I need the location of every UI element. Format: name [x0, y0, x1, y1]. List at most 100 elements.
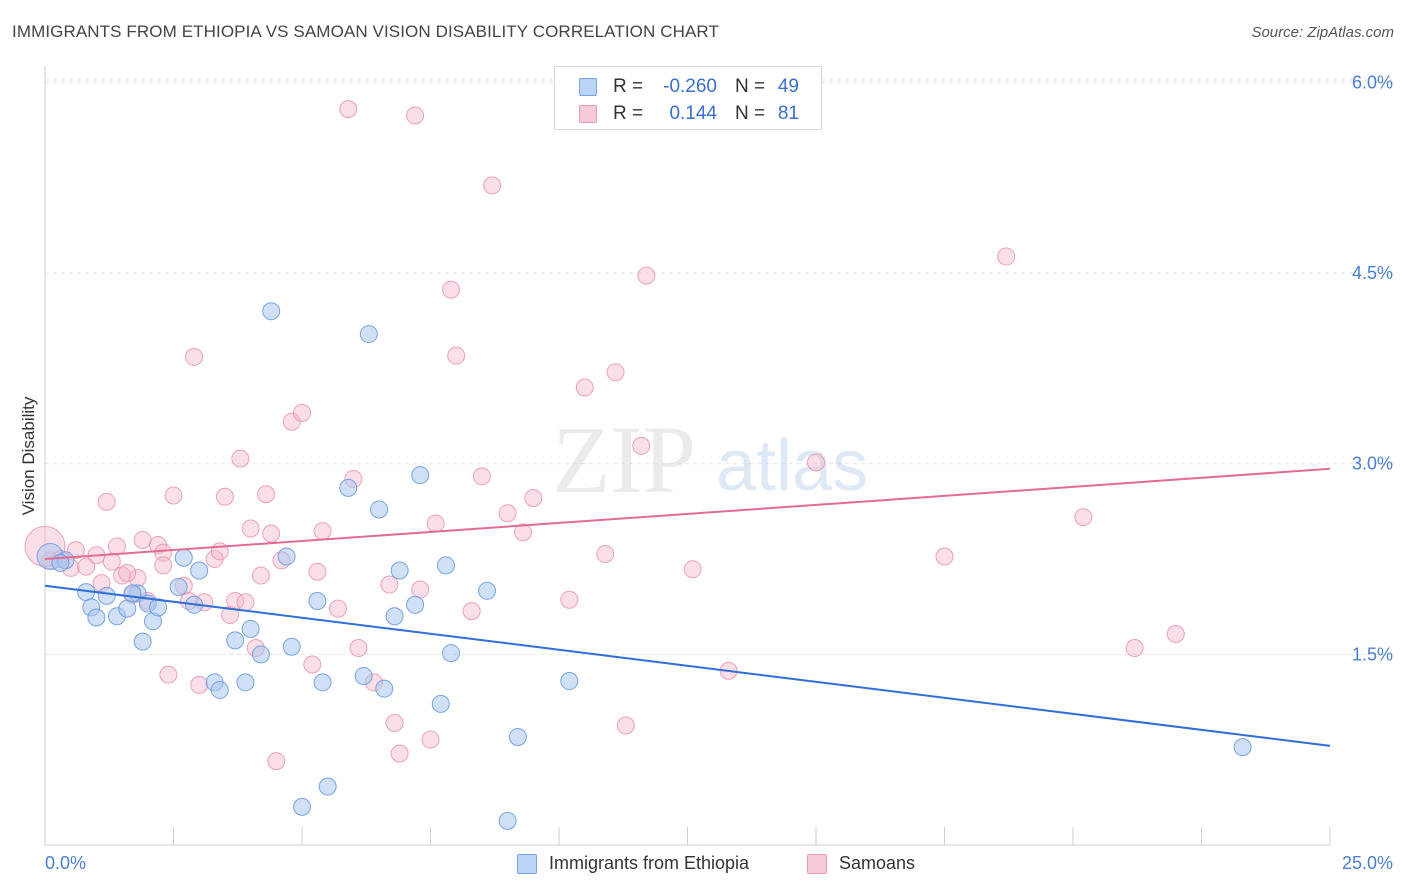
- samoan-point: [282, 412, 301, 431]
- ethiopia-point: [431, 694, 450, 713]
- samoan-point: [113, 566, 132, 585]
- ethiopia-point: [508, 727, 527, 746]
- n-value: 49: [777, 76, 799, 97]
- samoan-point: [262, 524, 281, 543]
- samoan-point: [339, 100, 358, 119]
- x-tick-label: 25.0%: [1342, 853, 1393, 873]
- samoan-point: [406, 106, 425, 125]
- legend-label-samoan: Samoans: [839, 853, 916, 873]
- samoan-point: [97, 492, 116, 511]
- samoan-swatch: [579, 105, 597, 123]
- ethiopia-legend-swatch: [517, 854, 537, 874]
- series-legend: Immigrants from Ethiopia Samoans: [0, 852, 1406, 878]
- samoan-point: [498, 504, 517, 523]
- samoan-point: [472, 467, 491, 486]
- trend-lines: [44, 467, 1331, 747]
- ethiopia-points: [36, 302, 1252, 830]
- y-tick-label: 4.5%: [1352, 263, 1393, 283]
- samoan-trend-line: [44, 467, 1331, 561]
- samoan-point: [215, 487, 234, 506]
- samoan-point: [462, 602, 481, 621]
- samoan-point: [683, 560, 702, 579]
- samoan-point: [442, 280, 461, 299]
- ethiopia-point: [241, 619, 260, 638]
- samoan-point: [313, 522, 332, 541]
- samoan-point: [118, 564, 137, 583]
- samoan-point: [164, 486, 183, 505]
- ethiopia-point: [174, 548, 193, 567]
- samoan-point: [1074, 508, 1093, 527]
- samoan-point: [231, 449, 250, 468]
- samoan-point: [632, 436, 651, 455]
- ethiopia-point: [359, 325, 378, 344]
- ethiopia-point: [1233, 738, 1252, 757]
- watermark-zip: ZIP: [552, 406, 696, 513]
- ethiopia-point: [87, 608, 106, 627]
- r-value: -0.260: [663, 76, 717, 97]
- samoan-point: [154, 556, 173, 575]
- grid-lines: [45, 79, 1395, 655]
- samoan-point: [77, 557, 96, 576]
- y-tick-label: 6.0%: [1352, 72, 1393, 92]
- ethiopia-point: [118, 599, 137, 618]
- samoan-point: [308, 562, 327, 581]
- samoan-point: [390, 744, 409, 763]
- stats-row-samoan: R = 0.144 N = 81: [555, 101, 821, 129]
- samoan-point: [185, 347, 204, 366]
- samoan-point: [236, 593, 255, 612]
- ethiopia-point: [560, 672, 579, 691]
- samoan-point: [328, 599, 347, 618]
- samoan-point: [935, 547, 954, 566]
- ethiopia-trend-line: [44, 584, 1331, 747]
- x-tick-label: 0.0%: [45, 853, 86, 873]
- samoan-point: [524, 489, 543, 508]
- n-label: N =: [735, 103, 766, 124]
- ethiopia-point: [498, 811, 517, 830]
- samoan-point: [267, 752, 286, 771]
- ethiopia-point: [478, 581, 497, 600]
- samoan-point: [303, 655, 322, 674]
- stats-row-ethiopia: R = -0.260 N = 49: [555, 74, 821, 102]
- samoan-point: [293, 403, 311, 422]
- samoan-point: [421, 730, 440, 749]
- ethiopia-point: [226, 631, 245, 650]
- ethiopia-point: [293, 797, 311, 816]
- samoan-point: [380, 575, 399, 594]
- ethiopia-point: [354, 666, 373, 685]
- samoan-point: [411, 580, 430, 599]
- ethiopia-point: [370, 500, 389, 519]
- legend-label-ethiopia: Immigrants from Ethiopia: [549, 853, 750, 873]
- samoan-point: [154, 543, 173, 562]
- samoan-point: [575, 378, 594, 397]
- samoan-point: [133, 530, 152, 549]
- ethiopia-point: [442, 644, 461, 663]
- samoan-point: [616, 716, 635, 735]
- watermark: ZIP atlas: [552, 406, 868, 513]
- source-label: Source: ZipAtlas.com: [1251, 24, 1394, 41]
- samoan-point: [514, 523, 533, 542]
- ethiopia-point: [262, 302, 281, 321]
- y-tick-label: 1.5%: [1352, 644, 1393, 664]
- samoan-point: [190, 675, 209, 694]
- ethiopia-point: [339, 478, 358, 497]
- samoan-point: [596, 544, 615, 563]
- ethiopia-point: [123, 584, 142, 603]
- samoan-point: [251, 566, 270, 585]
- samoan-point: [560, 590, 579, 609]
- ethiopia-point: [390, 561, 409, 580]
- samoan-point: [257, 485, 276, 504]
- ethiopia-point: [375, 679, 394, 698]
- n-value: 81: [777, 103, 799, 124]
- ethiopia-point: [406, 595, 425, 614]
- ethiopia-point: [385, 607, 404, 626]
- ethiopia-swatch: [579, 78, 597, 96]
- ethiopia-point: [282, 637, 301, 656]
- samoan-point: [1125, 639, 1144, 657]
- ethiopia-point: [133, 632, 152, 651]
- ethiopia-point: [210, 680, 229, 699]
- ethiopia-point: [277, 547, 296, 566]
- r-label: R =: [613, 76, 644, 97]
- samoan-point: [997, 247, 1016, 266]
- ethiopia-point: [411, 466, 430, 485]
- samoan-point: [637, 266, 656, 285]
